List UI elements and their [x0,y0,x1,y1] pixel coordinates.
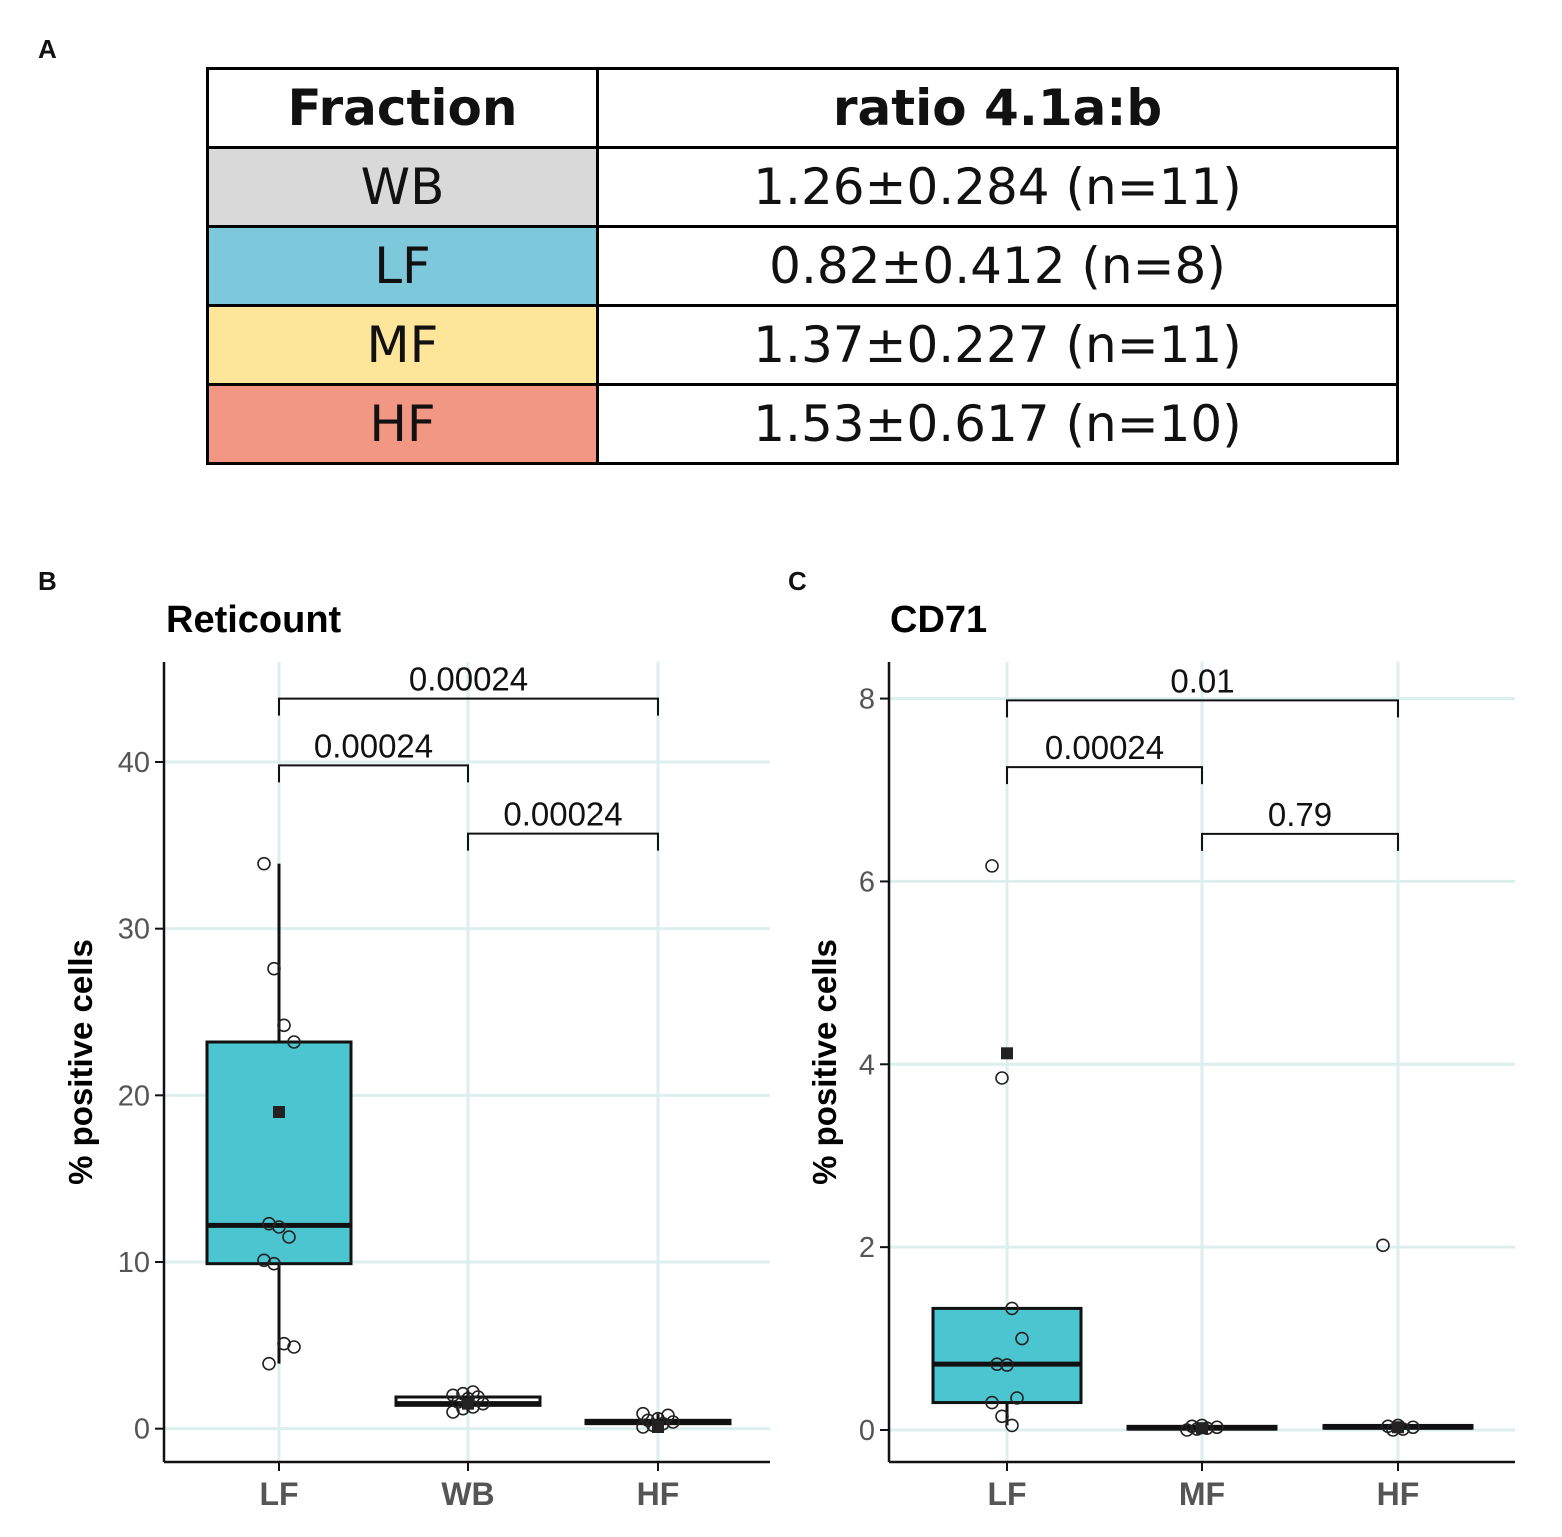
data-point [1015,1331,1029,1346]
table-row: LF 0.82±0.412 (n=8) [206,225,1399,307]
table-header-row: Fraction ratio 4.1a:b [206,67,1399,149]
data-point [267,1256,281,1271]
data-point [272,1220,286,1234]
y-tick-label: 30 [118,914,150,946]
y-axis-label: % positive cells [806,939,843,1185]
data-point [471,1390,485,1404]
p-value-label: 0.00024 [503,796,622,833]
fraction-cell: WB [206,146,599,228]
data-point [1406,1420,1420,1435]
y-tick-label: 6 [859,866,875,898]
y-tick-label: 2 [859,1232,875,1264]
ratio-cell: 1.37±0.227 (n=11) [596,304,1399,386]
panel-label-b: B [38,566,57,596]
ratio-cell: 1.53±0.617 (n=10) [596,383,1399,465]
table-row: WB 1.26±0.284 (n=11) [206,146,1399,228]
mean-marker [1392,1421,1404,1434]
mean-marker [1001,1047,1013,1060]
data-point [1210,1420,1224,1435]
ratio-cell: 0.82±0.412 (n=8) [596,225,1399,307]
x-tick-label: MF [1179,1476,1225,1512]
y-tick-label: 40 [118,747,150,779]
comparison-bracket [278,764,469,783]
header-fraction: Fraction [206,67,599,149]
mean-marker [462,1397,474,1410]
table-row: HF 1.53±0.617 (n=10) [206,383,1399,465]
data-point [1005,1418,1019,1433]
data-point [446,1388,460,1403]
fraction-cell: HF [206,383,599,465]
data-point [262,1356,276,1371]
data-point [1010,1391,1024,1405]
mean-marker [652,1421,664,1433]
fraction-cell: LF [206,225,599,307]
y-tick-label: 10 [118,1247,150,1279]
data-point [661,1408,675,1423]
p-value-label: 0.01 [1170,662,1234,699]
data-point [267,961,281,976]
fraction-cell: MF [206,304,599,386]
y-tick-label: 8 [859,684,875,716]
comparison-bracket [1006,766,1203,785]
ratio-table: Fraction ratio 4.1a:b WB 1.26±0.284 (n=1… [206,67,1399,465]
mean-marker [273,1106,285,1118]
data-point [990,1357,1004,1371]
data-point [985,859,999,873]
data-point [1000,1358,1014,1372]
data-point [277,1018,291,1033]
table-row: MF 1.37±0.227 (n=11) [206,304,1399,386]
data-point [636,1406,650,1421]
comparison-bracket [1201,832,1399,851]
x-tick-label: HF [637,1476,680,1512]
comparison-bracket [1006,699,1399,718]
panel-label-a: A [38,34,57,64]
x-tick-label: WB [441,1476,494,1512]
x-tick-label: LF [259,1476,298,1512]
y-tick-label: 0 [134,1414,150,1446]
data-point [995,1071,1009,1085]
p-value-label: 0.79 [1268,796,1332,833]
panel-label-c: C [788,566,807,596]
data-point [287,1035,301,1049]
data-point [1376,1238,1390,1253]
ratio-cell: 1.26±0.284 (n=11) [596,146,1399,228]
mean-marker [1196,1422,1208,1435]
chart-title: CD71 [890,599,987,641]
y-tick-label: 4 [859,1049,875,1081]
comparison-bracket [278,697,659,716]
x-tick-label: LF [987,1476,1026,1512]
box-body [931,1306,1083,1405]
y-tick-label: 0 [859,1415,875,1447]
data-point [1005,1301,1019,1316]
reticount-chart: 0 10 20 30 40 LF WB HF Reticount % positive cells… [62,599,770,1512]
header-ratio: ratio 4.1a:b [596,67,1399,149]
y-tick-label: 20 [118,1080,150,1112]
data-point [282,1230,296,1244]
data-point [257,856,271,871]
chart-title: Reticount [166,599,342,641]
p-value-label: 0.00024 [1045,729,1164,766]
x-tick-label: HF [1377,1476,1420,1512]
data-point [995,1409,1009,1424]
data-point [985,1395,999,1410]
data-point [287,1340,301,1354]
p-value-label: 0.00024 [409,661,528,698]
y-axis-label: % positive cells [62,939,99,1185]
p-value-label: 0.00024 [314,727,433,764]
comparison-bracket [467,832,659,851]
